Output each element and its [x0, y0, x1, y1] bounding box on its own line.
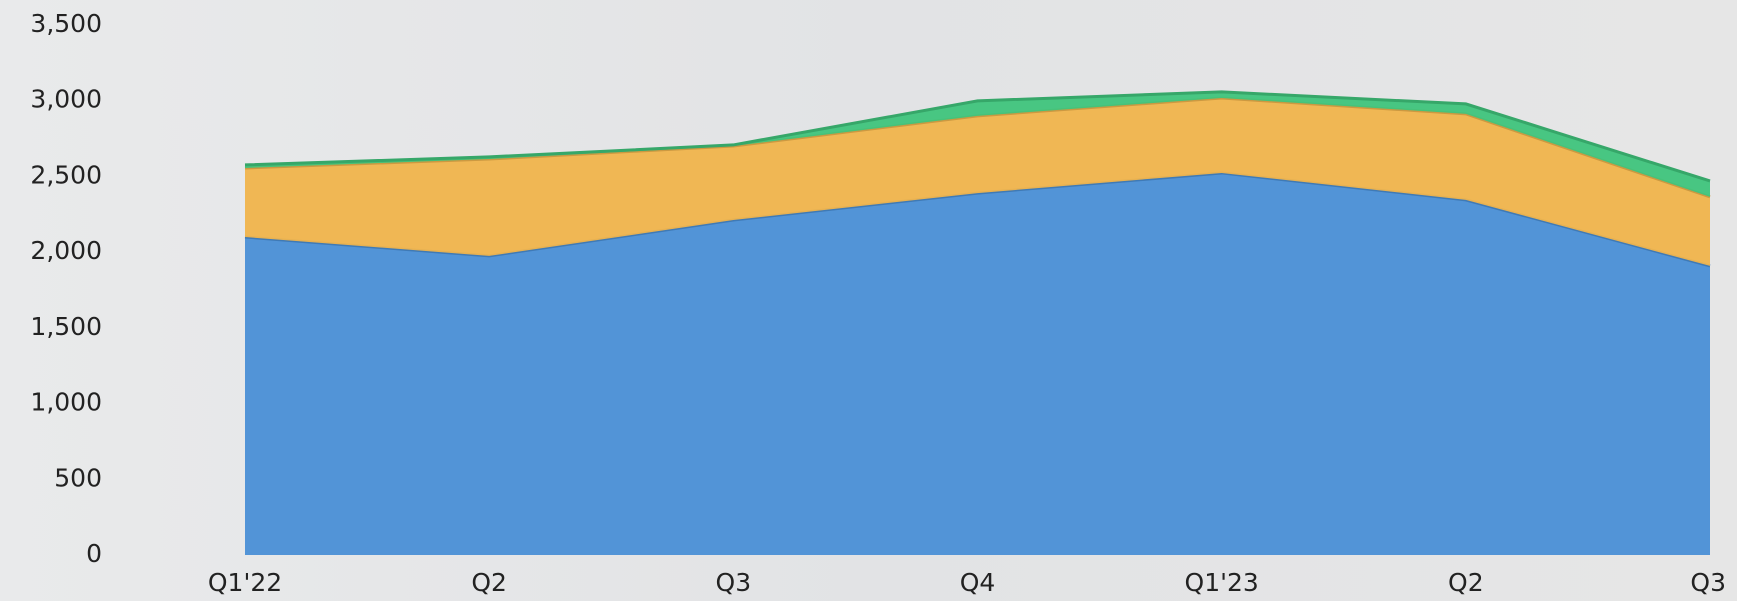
- area: [245, 97, 1710, 266]
- y-tick-label: 1,500: [30, 312, 102, 341]
- area: [245, 91, 1710, 197]
- x-tick-label: Q1'23: [1185, 568, 1259, 597]
- y-tick-label: 2,000: [30, 236, 102, 265]
- x-tick-label: Q3: [716, 568, 752, 597]
- y-tick-label: 1,000: [30, 388, 102, 417]
- y-tick-label: 0: [86, 539, 102, 568]
- areas: [244, 90, 1711, 555]
- y-tick-label: 500: [54, 463, 102, 492]
- area-edge: [244, 171, 1711, 268]
- area-edge: [244, 90, 1711, 183]
- area: [245, 172, 1710, 555]
- x-tick-label: Q2: [1448, 568, 1484, 597]
- y-tick-label: 3,000: [30, 85, 102, 114]
- x-tick-label: Q4: [960, 568, 996, 597]
- y-tick-label: 2,500: [30, 160, 102, 189]
- x-tick-label: Q2: [471, 568, 507, 597]
- x-tick-label: Q3: [1690, 568, 1726, 597]
- x-tick-label: Q1'22: [208, 568, 282, 597]
- y-tick-label: 3,500: [30, 9, 102, 38]
